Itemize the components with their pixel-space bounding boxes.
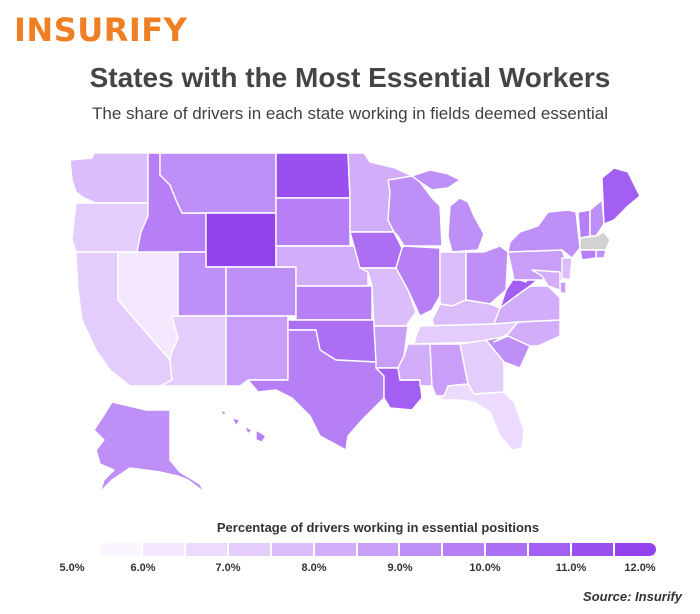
state-sd (275, 197, 351, 247)
state-ky (431, 299, 501, 327)
state-hi (219, 409, 267, 443)
legend-swatch (142, 543, 184, 556)
state-tx (247, 329, 385, 451)
state-md (531, 269, 561, 291)
state-wa (69, 152, 149, 204)
page-title: States with the Most Essential Workers (89, 62, 611, 93)
legend-swatch (100, 543, 141, 556)
legend-tick-label: 7.0% (215, 562, 241, 574)
page-subtitle: The share of drivers in each state worki… (92, 104, 608, 123)
state-ct (579, 249, 597, 261)
legend-tick-label: 6.0% (130, 562, 156, 574)
state-ri (595, 249, 607, 259)
us-choropleth-map (69, 152, 641, 493)
state-nd (275, 152, 351, 199)
state-oh (465, 245, 509, 305)
state-ms (397, 343, 433, 387)
state-ak (93, 401, 205, 493)
legend-swatch (615, 543, 656, 556)
state-fl (435, 383, 525, 451)
state-nh (589, 199, 605, 237)
state-me (601, 167, 641, 225)
state-nc (493, 319, 561, 347)
legend-tick-label: 9.0% (387, 562, 413, 574)
legend-swatch (400, 543, 442, 556)
legend-tick-label: 8.0% (301, 562, 327, 574)
state-nj (561, 257, 573, 281)
legend-swatch (529, 543, 571, 556)
state-co (225, 266, 297, 317)
legend-swatch (228, 543, 270, 556)
legend-tick-label: 12.0% (624, 562, 656, 574)
legend-swatch (572, 543, 614, 556)
state-mi (411, 169, 485, 253)
legend-tick-label: 11.0% (555, 562, 587, 574)
state-in (439, 251, 467, 307)
legend-swatch (486, 543, 528, 556)
legend-color-bar (100, 543, 656, 556)
legend-tick-label: 10.0% (469, 562, 501, 574)
state-mt (159, 152, 277, 214)
state-vt (577, 209, 591, 239)
state-wy (205, 212, 277, 268)
state-ny (507, 209, 581, 259)
state-or (71, 202, 149, 253)
source-credit: Source: Insurify (583, 589, 682, 604)
legend-swatch (357, 543, 399, 556)
legend-title: Percentage of drivers working in essenti… (216, 520, 540, 535)
legend-swatch (185, 543, 227, 556)
legend-swatch (443, 543, 485, 556)
state-nm (225, 315, 289, 387)
legend-swatch (314, 543, 356, 556)
legend-swatch (271, 543, 313, 556)
state-ks (295, 285, 373, 321)
state-de (559, 281, 567, 295)
legend-tick-label: 5.0% (59, 562, 85, 574)
